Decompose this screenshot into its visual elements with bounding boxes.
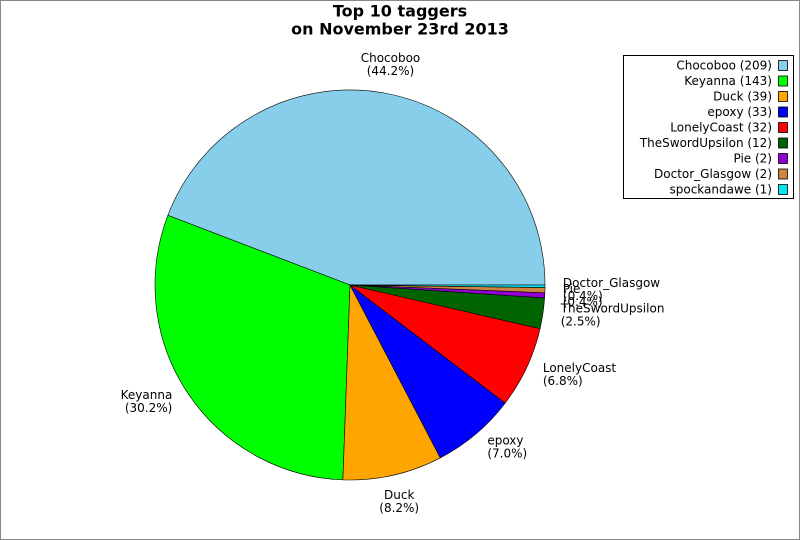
slice-label: Pie: [563, 282, 581, 296]
pie-slice: [167, 89, 546, 286]
pie-slice: [154, 214, 351, 481]
slice-label: Chocoboo: [361, 51, 421, 65]
legend-label: Pie (2): [733, 152, 772, 166]
legend-label: Keyanna (143): [684, 74, 772, 88]
pie-slice: [342, 283, 441, 481]
legend-swatch: [778, 60, 788, 71]
legend-swatch: [778, 184, 788, 195]
legend-swatch: [778, 106, 788, 118]
slice-percentage: (7.0%): [487, 446, 527, 460]
slice-percentage: (2.5%): [561, 315, 601, 329]
slice-percentage: (6.8%): [543, 374, 583, 388]
legend-label: Duck (39): [713, 90, 772, 104]
slice-label: Duck: [384, 488, 414, 502]
legend-box: [623, 55, 794, 199]
slice-label: Keyanna: [121, 388, 173, 402]
pie-slice: [349, 284, 546, 288]
legend-swatch: [778, 122, 788, 133]
chart-title: Top 10 taggers: [333, 2, 467, 21]
legend-label: Chocoboo (209): [676, 59, 772, 73]
slice-label: Doctor_Glasgow: [563, 276, 660, 290]
legend-label: LonelyCoast (32): [670, 121, 772, 135]
legend-label: spockandawe (1): [670, 183, 773, 197]
legend-swatch: [778, 153, 788, 164]
slice-percentage: (0.4%): [563, 295, 603, 309]
legend-label: Doctor_Glasgow (2): [654, 167, 772, 181]
slice-percentage: (0.4%): [563, 289, 603, 303]
slice-percentage: (44.2%): [367, 64, 414, 78]
slice-label: TheSwordUpsilon: [560, 302, 665, 316]
slice-percentage: (8.2%): [379, 501, 419, 515]
legend-swatch: [778, 137, 788, 149]
legend-label: epoxy (33): [707, 105, 772, 119]
slice-label: epoxy: [487, 433, 523, 447]
slice-label: LonelyCoast: [543, 361, 617, 375]
legend-label: TheSwordUpsilon (12): [639, 136, 772, 150]
chart-subtitle: on November 23rd 2013: [291, 20, 509, 39]
slice-percentage: (30.2%): [125, 401, 172, 415]
legend-swatch: [778, 168, 788, 180]
legend-swatch: [778, 75, 788, 87]
legend-swatch: [778, 91, 788, 102]
